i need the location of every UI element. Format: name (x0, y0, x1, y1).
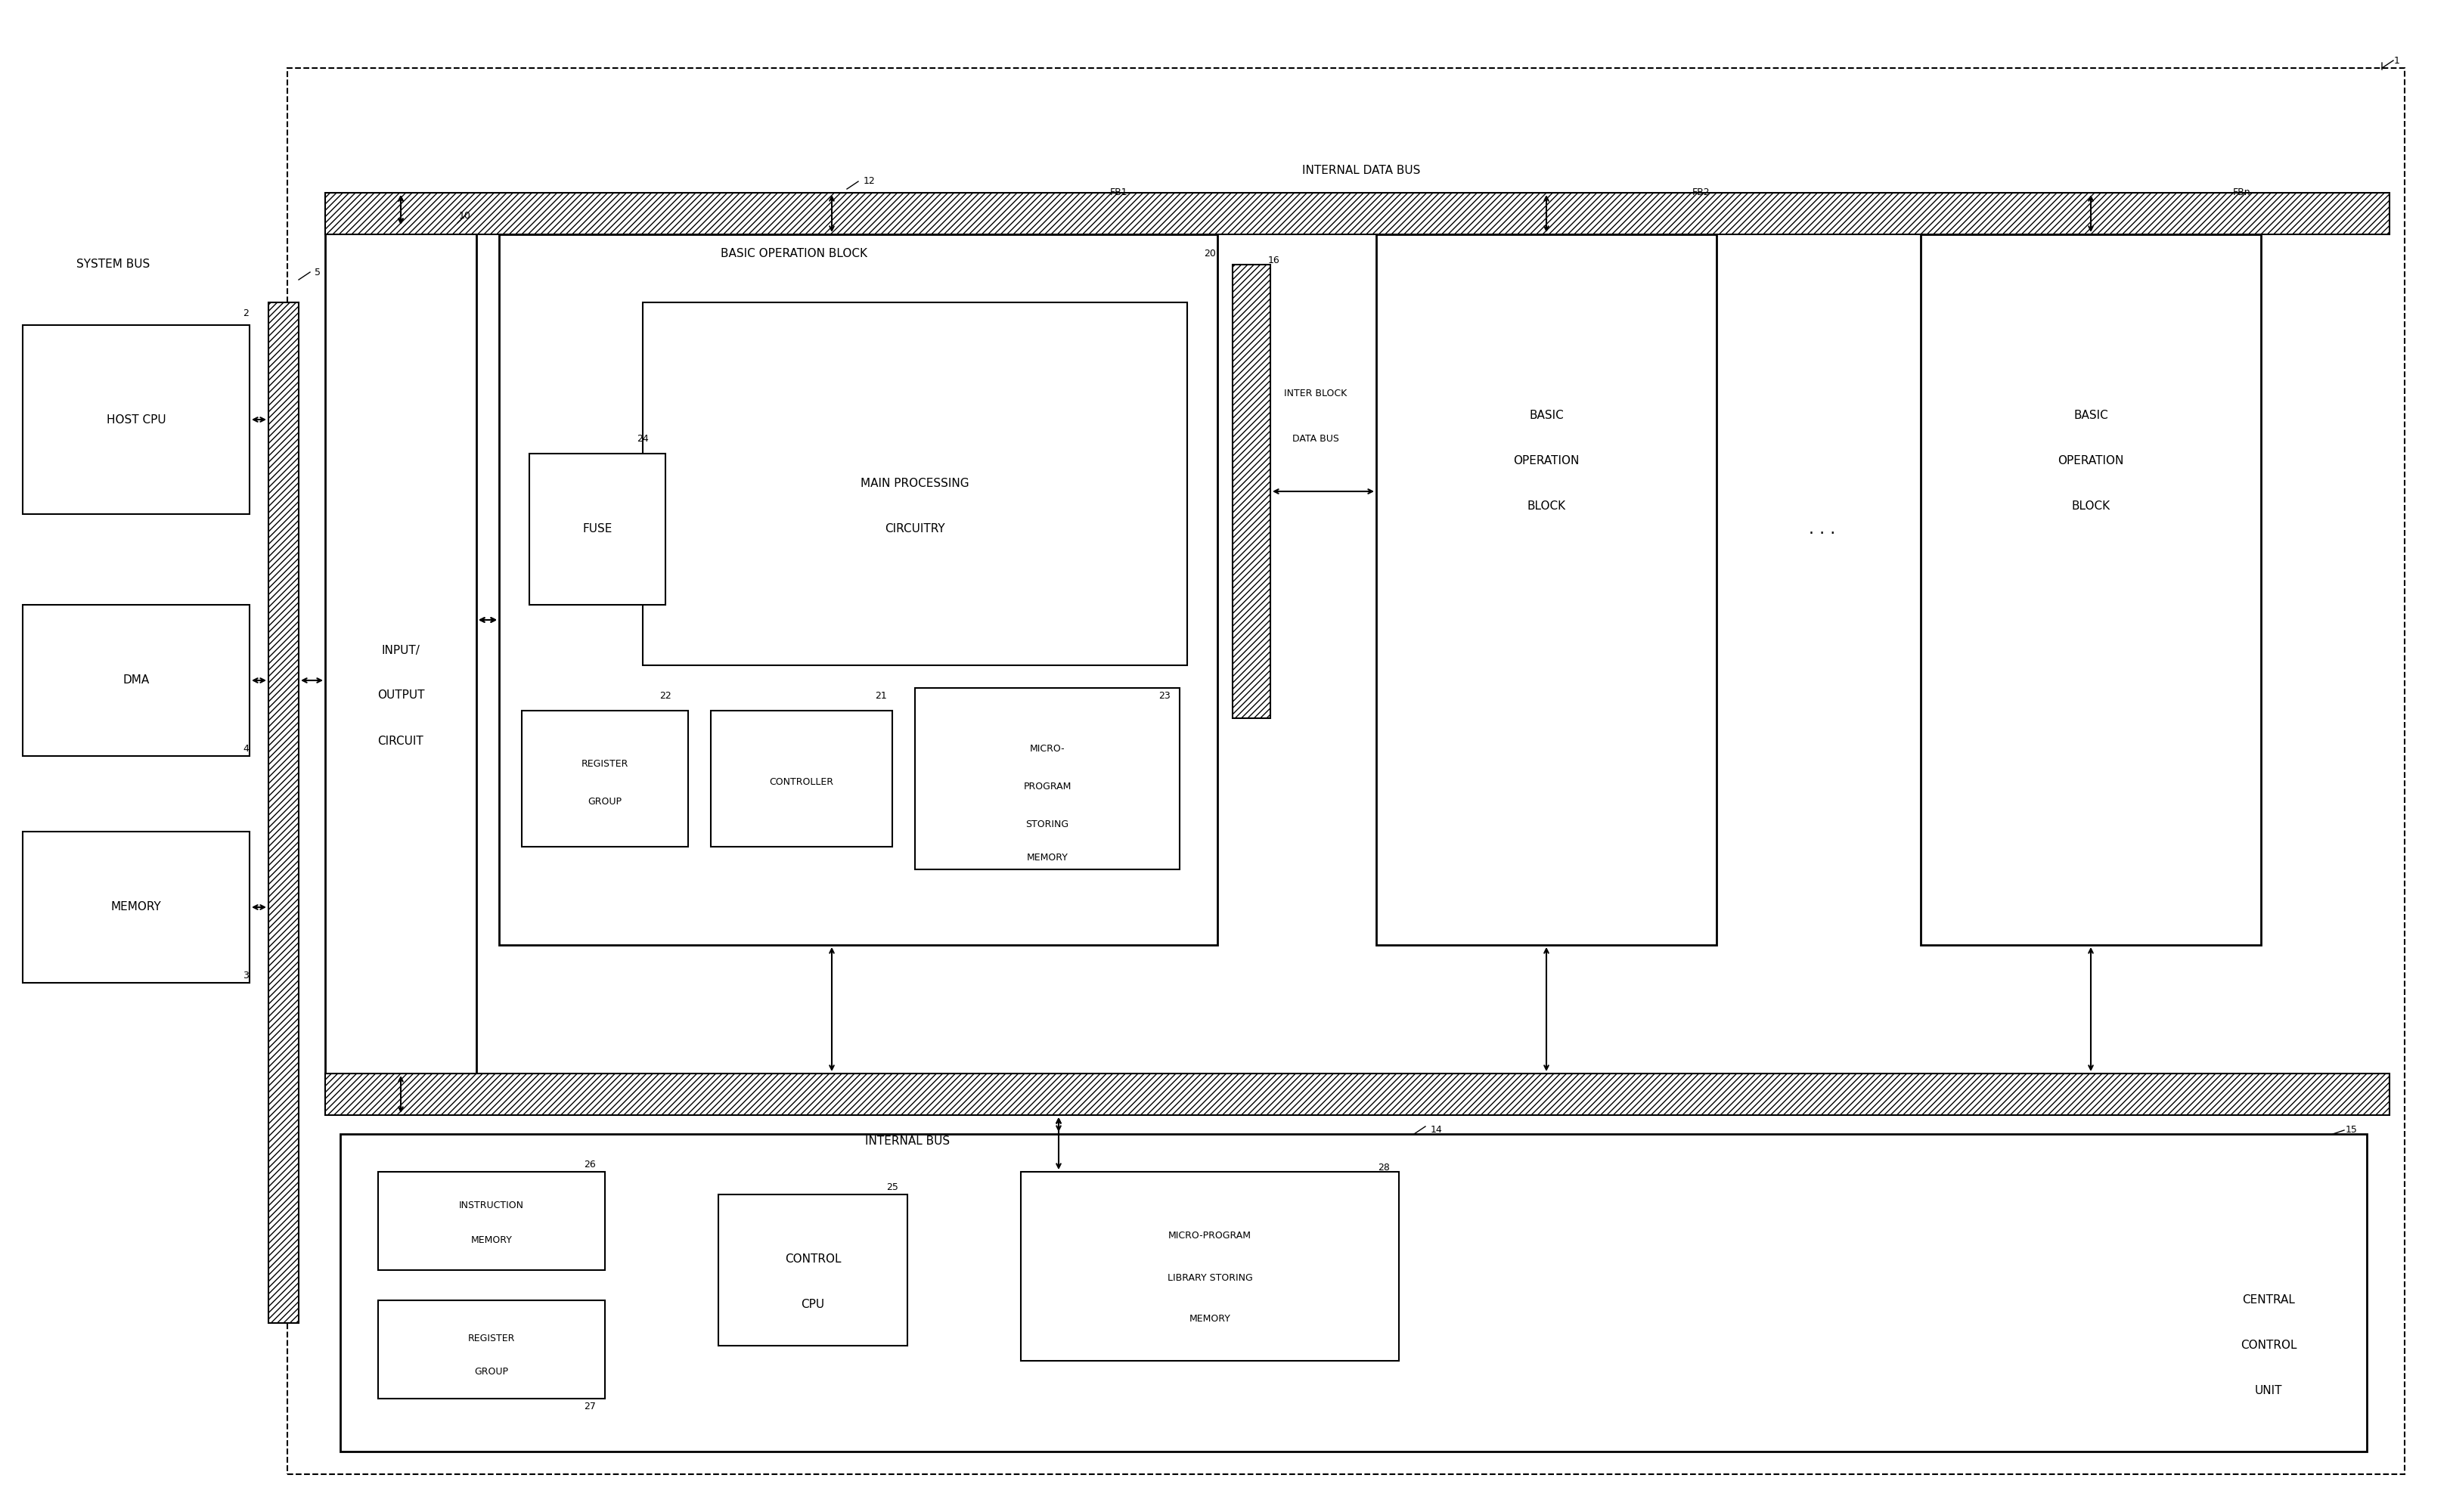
Text: HOST CPU: HOST CPU (105, 414, 167, 425)
Text: BLOCK: BLOCK (2070, 500, 2109, 513)
Text: 4: 4 (243, 744, 247, 753)
Text: CPU: CPU (801, 1299, 823, 1309)
FancyBboxPatch shape (718, 1194, 906, 1346)
Text: DMA: DMA (122, 674, 149, 686)
Text: DATA BUS: DATA BUS (1291, 434, 1338, 443)
FancyBboxPatch shape (642, 302, 1186, 665)
FancyBboxPatch shape (529, 454, 666, 605)
Bar (1232, 265, 1269, 718)
Text: FUSE: FUSE (583, 523, 612, 535)
FancyBboxPatch shape (1022, 1172, 1399, 1361)
Text: 22: 22 (659, 691, 671, 700)
Bar (326, 1074, 2389, 1116)
Text: MICRO-: MICRO- (1029, 744, 1066, 753)
Text: MEMORY: MEMORY (110, 901, 162, 913)
Text: INTER BLOCK: INTER BLOCK (1284, 389, 1348, 398)
FancyBboxPatch shape (710, 711, 892, 847)
Text: FB1: FB1 (1110, 187, 1127, 198)
Text: 10: 10 (458, 210, 470, 221)
Text: GROUP: GROUP (475, 1367, 507, 1377)
Text: BASIC OPERATION BLOCK: BASIC OPERATION BLOCK (720, 248, 867, 259)
Text: FB2: FB2 (1693, 187, 1710, 198)
FancyBboxPatch shape (287, 68, 2403, 1474)
Text: INPUT/: INPUT/ (382, 644, 419, 656)
Text: 26: 26 (583, 1160, 595, 1169)
Text: INTERNAL DATA BUS: INTERNAL DATA BUS (1301, 165, 1421, 175)
Text: 16: 16 (1267, 256, 1279, 266)
Text: MICRO-PROGRAM: MICRO-PROGRAM (1169, 1231, 1252, 1241)
FancyBboxPatch shape (22, 832, 250, 983)
Text: CIRCUIT: CIRCUIT (377, 735, 424, 747)
Text: GROUP: GROUP (588, 797, 622, 806)
Bar (326, 194, 2389, 234)
Text: MEMORY: MEMORY (1188, 1314, 1230, 1325)
Text: BASIC: BASIC (2073, 410, 2107, 422)
Text: 20: 20 (1203, 248, 1215, 259)
Text: 1: 1 (2394, 56, 2399, 65)
Text: CONTROLLER: CONTROLLER (769, 777, 833, 788)
Text: CENTRAL: CENTRAL (2242, 1294, 2293, 1306)
FancyBboxPatch shape (341, 1134, 2367, 1452)
Text: FBn: FBn (2232, 187, 2249, 198)
Text: MEMORY: MEMORY (470, 1235, 512, 1244)
Text: 14: 14 (1431, 1125, 1443, 1136)
Text: CONTROL: CONTROL (2239, 1340, 2296, 1352)
Text: MAIN PROCESSING: MAIN PROCESSING (860, 478, 968, 490)
Text: . . .: . . . (1808, 522, 1835, 537)
Text: 3: 3 (243, 971, 247, 980)
Text: 12: 12 (862, 177, 875, 186)
Text: 25: 25 (887, 1182, 899, 1191)
Text: MEMORY: MEMORY (1027, 853, 1068, 863)
Text: REGISTER: REGISTER (468, 1334, 514, 1343)
Text: CONTROL: CONTROL (784, 1253, 840, 1264)
Text: CIRCUITRY: CIRCUITRY (884, 523, 946, 535)
Text: LIBRARY STORING: LIBRARY STORING (1166, 1273, 1252, 1282)
Text: BASIC: BASIC (1529, 410, 1563, 422)
Text: SYSTEM BUS: SYSTEM BUS (76, 259, 149, 271)
Text: 28: 28 (1377, 1163, 1389, 1173)
FancyBboxPatch shape (377, 1300, 605, 1399)
FancyBboxPatch shape (22, 605, 250, 756)
FancyBboxPatch shape (22, 325, 250, 514)
Text: PROGRAM: PROGRAM (1024, 782, 1071, 791)
Text: OPERATION: OPERATION (1512, 455, 1578, 467)
Text: BLOCK: BLOCK (1526, 500, 1566, 513)
Text: 15: 15 (2345, 1125, 2357, 1136)
Text: OUTPUT: OUTPUT (377, 689, 424, 702)
FancyBboxPatch shape (522, 711, 688, 847)
FancyBboxPatch shape (914, 688, 1178, 869)
Text: 5: 5 (314, 268, 321, 277)
Text: REGISTER: REGISTER (581, 759, 627, 768)
FancyBboxPatch shape (1377, 234, 1715, 945)
Text: 24: 24 (637, 434, 649, 443)
Text: OPERATION: OPERATION (2058, 455, 2124, 467)
Text: STORING: STORING (1027, 820, 1068, 829)
Text: INTERNAL BUS: INTERNAL BUS (865, 1136, 951, 1148)
Text: 23: 23 (1159, 691, 1171, 700)
Text: 2: 2 (243, 308, 247, 319)
Text: 27: 27 (583, 1402, 595, 1411)
Text: INSTRUCTION: INSTRUCTION (458, 1201, 524, 1211)
FancyBboxPatch shape (1921, 234, 2261, 945)
Bar (270, 302, 299, 1323)
FancyBboxPatch shape (377, 1172, 605, 1270)
FancyBboxPatch shape (500, 234, 1218, 945)
Text: 21: 21 (875, 691, 887, 700)
Text: UNIT: UNIT (2254, 1385, 2281, 1397)
FancyBboxPatch shape (326, 227, 475, 1074)
